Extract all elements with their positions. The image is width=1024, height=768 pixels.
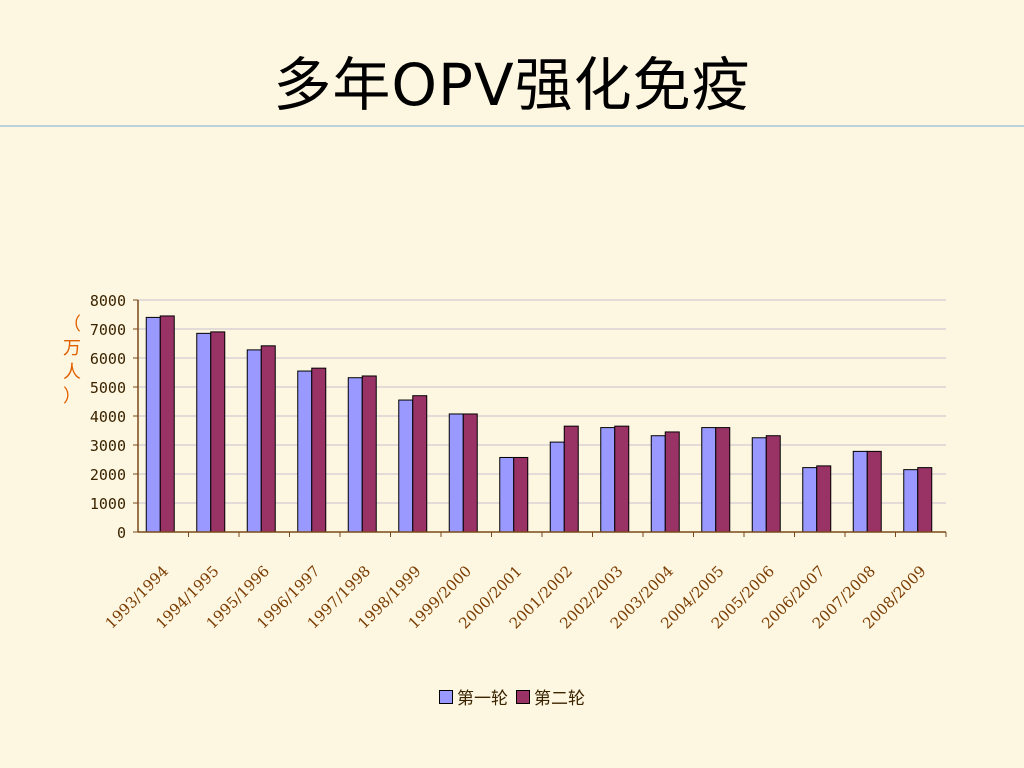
y-tick-label: 1000 xyxy=(90,495,126,513)
axes xyxy=(133,299,947,537)
bar-round1-2003-2004 xyxy=(650,435,666,533)
bar-round1-1994-1995 xyxy=(196,332,212,533)
y-tick-label: 8000 xyxy=(90,292,126,310)
legend-label: 第一轮 xyxy=(457,689,508,709)
bar-round2-1994-1995 xyxy=(210,331,226,533)
bar-round1-2001-2002 xyxy=(549,441,565,533)
bar-round2-1996-1997 xyxy=(311,367,327,533)
legend: 第一轮 第二轮 xyxy=(0,684,1024,709)
bar-round1-1996-1997 xyxy=(297,370,313,533)
y-tick-labels: 0 1000 2000 3000 4000 5000 6000 7000 8000 xyxy=(90,292,126,542)
bar-round1-1993-1994 xyxy=(145,316,161,533)
bar-round2-2006-2007 xyxy=(816,465,832,533)
bar-round2-2005-2006 xyxy=(765,435,781,533)
y-tick-label: 7000 xyxy=(90,321,126,339)
legend-label: 第二轮 xyxy=(534,689,585,709)
bar-round2-1997-1998 xyxy=(361,375,377,533)
y-tick-label: 2000 xyxy=(90,466,126,484)
x-tick-labels: 1993/19941994/19951995/19961996/19971997… xyxy=(102,562,930,632)
bar-round2-2002-2003 xyxy=(614,425,630,533)
legend-swatch xyxy=(439,689,453,704)
bar-round1-1995-1996 xyxy=(246,349,262,533)
bar-round2-2008-2009 xyxy=(917,467,933,533)
y-tick-label: 6000 xyxy=(90,350,126,368)
legend-item-round2: 第二轮 xyxy=(516,684,585,709)
bar-round2-1999-2000 xyxy=(462,413,478,533)
bar-round1-2007-2008 xyxy=(852,450,868,533)
legend-swatch xyxy=(516,689,530,704)
bar-round1-2004-2005 xyxy=(701,427,717,533)
bar-round2-2007-2008 xyxy=(866,450,882,533)
bar-round1-2008-2009 xyxy=(903,469,919,533)
bar-round1-2002-2003 xyxy=(600,427,616,533)
bar-round2-2003-2004 xyxy=(664,431,680,533)
bar-round2-2000-2001 xyxy=(513,456,529,533)
y-tick-label: 0 xyxy=(117,524,126,542)
bar-round1-2005-2006 xyxy=(751,437,767,533)
bar-round2-2004-2005 xyxy=(715,427,731,533)
slide-title: 多年OPV强化免疫 xyxy=(273,51,751,119)
y-tick-label: 5000 xyxy=(90,379,126,397)
bar-round2-1993-1994 xyxy=(159,315,175,533)
y-tick-label: 4000 xyxy=(90,408,126,426)
title-divider xyxy=(0,125,1024,127)
bar-round2-1998-1999 xyxy=(412,395,428,533)
y-tick-label: 3000 xyxy=(90,437,126,455)
bar-round1-1999-2000 xyxy=(448,413,464,533)
bar-round1-1998-1999 xyxy=(398,399,414,533)
bar-round1-1997-1998 xyxy=(347,377,363,533)
bar-marks xyxy=(145,315,933,533)
bar-round1-2006-2007 xyxy=(802,467,818,533)
bar-round2-2001-2002 xyxy=(563,425,579,533)
y-axis-label: （万人） xyxy=(63,314,81,407)
bar-round2-1995-1996 xyxy=(260,345,276,533)
bar-round1-2000-2001 xyxy=(499,456,515,533)
legend-item-round1: 第一轮 xyxy=(439,684,508,709)
